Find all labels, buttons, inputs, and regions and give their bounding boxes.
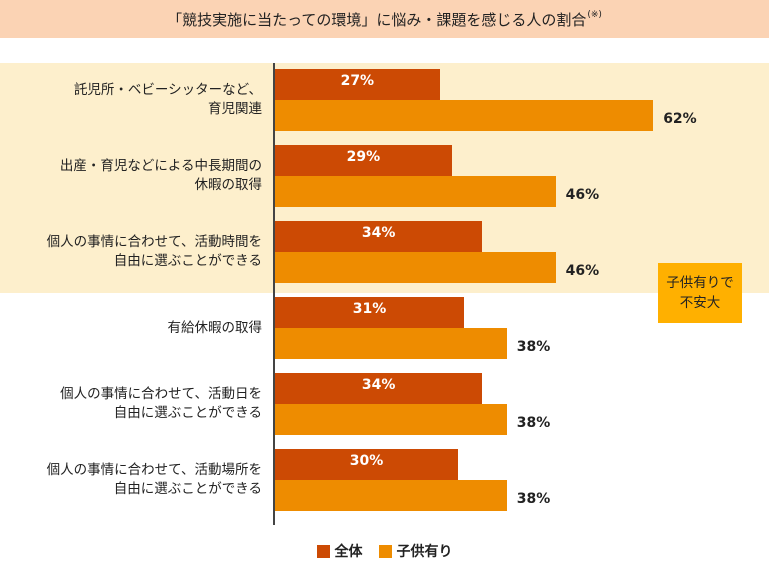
callout-box: 子供有りで 不安大 [658,263,742,323]
bar-all [275,449,458,480]
bar-all [275,145,452,176]
data-label-all: 34% [361,377,396,393]
data-label-kids: 62% [663,111,697,127]
category-label-line: 自由に選ぶことができる [113,405,262,421]
category-label-line: 自由に選ぶことができる [113,253,262,269]
category-label-line: 育児関連 [208,101,262,117]
data-label-all: 34% [361,225,396,241]
bar-all [275,69,440,100]
title-note: (※) [587,10,602,20]
category-label-line: 自由に選ぶことができる [113,481,262,497]
legend-label-all: 全体 [334,544,363,560]
bar-kids [275,328,507,359]
category-label-line: 出産・育児などによる中長期間の [59,158,262,174]
data-label-kids: 46% [565,187,600,203]
category-label-line: 有給休暇の取得 [167,319,263,336]
category-axis-line [273,63,275,525]
callout-line-2: 不安大 [679,295,721,311]
category-label-line: 休暇の取得 [194,177,263,193]
data-label-all: 27% [340,73,375,89]
category-label: 託児所・ベビーシッターなど、育児関連 [0,69,262,131]
bar-kids [275,100,654,131]
bar-kids [275,252,556,283]
callout-line-1: 子供有りで [666,275,734,291]
bar-kids [275,176,556,207]
legend-label-kids: 子供有り [396,544,453,560]
legend-swatch-kids [378,544,392,558]
data-label-kids: 46% [565,263,600,279]
legend: 全体 子供有り [0,541,769,561]
legend-swatch-all [316,544,330,558]
bar-kids [275,480,507,511]
bar-all [275,297,465,328]
data-label-kids: 38% [516,339,551,355]
category-label-line: 個人の事情に合わせて、活動日を [60,386,262,402]
data-label-kids: 38% [516,491,551,507]
data-label-all: 31% [352,301,387,317]
chart-title-band: 「競技実施に当たっての環境」に悩み・課題を感じる人の割合 (※) [0,0,769,38]
data-label-all: 29% [346,149,381,165]
category-label-line: 託児所・ベビーシッターなど、 [73,82,262,98]
category-label: 有給休暇の取得 [0,297,263,359]
category-label: 個人の事情に合わせて、活動時間を自由に選ぶことができる [0,221,262,283]
category-label-line: 個人の事情に合わせて、活動場所を [46,462,262,478]
data-label-all: 30% [349,453,384,469]
category-label-line: 個人の事情に合わせて、活動時間を [46,234,262,250]
bar-kids [275,404,507,435]
legend-item-kids: 子供有り [378,541,453,561]
category-label: 個人の事情に合わせて、活動場所を自由に選ぶことができる [0,449,262,511]
category-label: 出産・育児などによる中長期間の休暇の取得 [0,145,262,207]
chart-title: 「競技実施に当たっての環境」に悩み・課題を感じる人の割合 [167,10,587,29]
bar-all [275,221,483,252]
data-label-kids: 38% [516,415,551,431]
category-label: 個人の事情に合わせて、活動日を自由に選ぶことができる [0,373,262,435]
legend-item-all: 全体 [316,541,363,561]
bar-all [275,373,483,404]
